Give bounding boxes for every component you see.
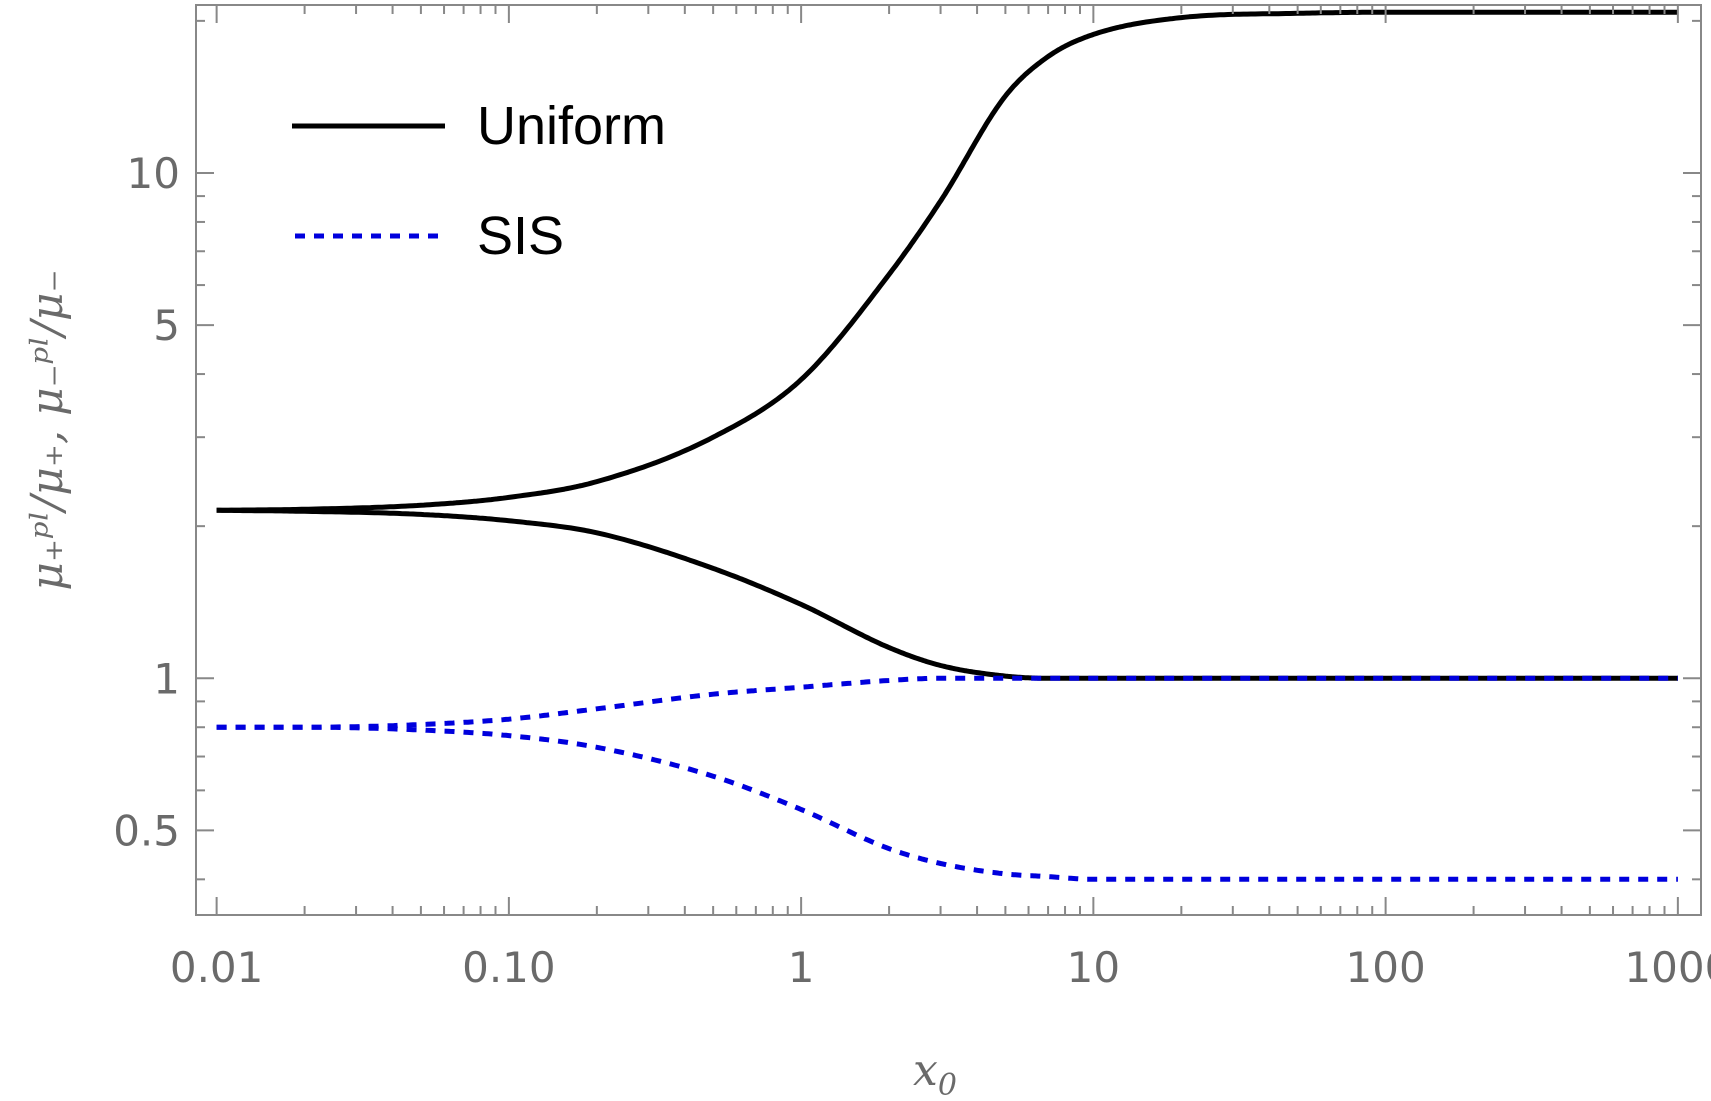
series-line-uniform-0 xyxy=(216,9,1678,513)
ticks-layer xyxy=(196,5,1701,915)
series-layer xyxy=(216,9,1678,882)
x-axis-title-main: x xyxy=(913,1045,938,1096)
x-axis-title: x0 xyxy=(913,1045,957,1101)
y-axis-title: μ₊ᵖˡ/μ₊, μ₋ᵖˡ/μ₋ xyxy=(22,269,73,590)
legend-label-uniform: Uniform xyxy=(477,96,666,156)
x-tick-label: 10 xyxy=(1067,943,1120,992)
x-tick-label: 0.01 xyxy=(170,943,264,992)
x-tick-label: 0.10 xyxy=(462,943,556,992)
series-line-sis-2 xyxy=(216,675,1678,730)
y-tick-label: 1 xyxy=(153,654,180,703)
legend-label-sis: SIS xyxy=(477,206,564,266)
x-tick-label: 1 xyxy=(788,943,815,992)
y-tick-label: 10 xyxy=(127,149,180,198)
series-line-sis-3 xyxy=(216,724,1678,882)
legend: Uniform SIS xyxy=(292,96,666,266)
y-tick-label: 0.5 xyxy=(113,806,180,855)
x-tick-label: 100 xyxy=(1346,943,1426,992)
series-line-uniform-1 xyxy=(216,507,1678,681)
plot-frame xyxy=(195,4,1702,916)
x-axis-title-subscript: 0 xyxy=(938,1068,957,1101)
y-tick-label: 5 xyxy=(153,301,180,350)
